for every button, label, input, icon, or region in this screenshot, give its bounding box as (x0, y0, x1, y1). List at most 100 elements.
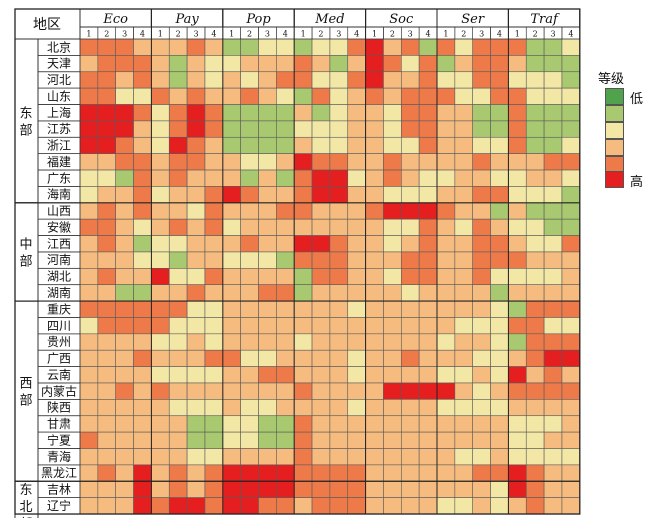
heat-cell (436, 317, 456, 335)
heat-cell (276, 448, 295, 466)
heat-cell (311, 87, 331, 105)
heat-cell (311, 415, 331, 433)
heat-cell (383, 235, 402, 253)
heat-cell (436, 497, 456, 515)
heat-cell (133, 120, 152, 138)
heat-cell (365, 366, 384, 384)
heat-cell (329, 153, 349, 171)
heat-cell (525, 218, 545, 236)
corner-label: 地区 (33, 17, 61, 33)
heat-cell (400, 317, 420, 335)
heat-cell (472, 268, 491, 286)
heat-cell (472, 349, 491, 367)
heat-cell (276, 399, 295, 417)
heat-cell (240, 333, 259, 351)
heat-cell (258, 497, 277, 515)
heat-cell (133, 480, 152, 498)
heat-cell (258, 349, 277, 367)
heat-cell (329, 104, 349, 122)
heat-cell (222, 235, 241, 253)
heat-cell (151, 349, 170, 367)
heat-cell (347, 38, 366, 56)
heat-cell (151, 431, 170, 449)
heat-cell (276, 431, 295, 449)
heat-cell (490, 349, 509, 367)
heat-cell (329, 464, 349, 482)
heat-cell (436, 333, 456, 351)
heat-cell (543, 448, 563, 466)
heat-cell (168, 71, 188, 89)
heat-cell (204, 349, 224, 367)
heat-cell (186, 382, 206, 400)
heat-cell (543, 349, 563, 367)
heat-cell (508, 218, 527, 236)
heat-cell (347, 333, 366, 351)
heat-cell (418, 480, 438, 498)
heat-cell (293, 415, 313, 433)
heat-cell (400, 382, 420, 400)
heat-cell (151, 366, 170, 384)
heat-cell (543, 317, 563, 335)
heat-cell (311, 153, 331, 171)
heat-cell (311, 104, 331, 122)
heat-cell (240, 71, 259, 89)
heat-cell (525, 169, 545, 187)
heat-cell (115, 153, 134, 171)
heat-cell (508, 186, 527, 204)
heat-cell (454, 235, 474, 253)
heat-cell (240, 317, 259, 335)
heat-cell (204, 186, 224, 204)
heat-cell (276, 251, 295, 269)
heat-cell (436, 120, 456, 138)
heat-cell (204, 235, 224, 253)
heat-cell (222, 120, 241, 138)
heat-cell (490, 497, 509, 515)
heat-cell (258, 333, 277, 351)
heat-cell (454, 382, 474, 400)
heat-cell (79, 120, 99, 138)
heat-cell (115, 120, 134, 138)
heat-cell (418, 87, 438, 105)
heat-cell (525, 399, 545, 417)
heat-cell (311, 71, 331, 89)
heat-cell (276, 480, 295, 498)
heat-cell (365, 251, 384, 269)
heat-cell (543, 55, 563, 73)
heat-cell (276, 218, 295, 236)
heat-cell (79, 415, 99, 433)
heat-cell (472, 497, 491, 515)
heat-cell (97, 153, 116, 171)
region-group-label: 部 (19, 254, 32, 269)
heat-cell (400, 218, 420, 236)
heat-cell (543, 71, 563, 89)
subcolumn-label: 4 (426, 30, 431, 39)
heat-cell (240, 104, 259, 122)
heat-cell (436, 186, 456, 204)
province-label: 北京 (47, 40, 71, 54)
heat-cell (490, 120, 509, 138)
heat-cell (347, 300, 366, 318)
heat-cell (204, 218, 224, 236)
heat-cell (151, 382, 170, 400)
heat-cell (347, 431, 366, 449)
heat-cell (258, 71, 277, 89)
heat-cell (97, 382, 116, 400)
subcolumn-label: 2 (390, 30, 395, 39)
heat-cell (329, 333, 349, 351)
heat-cell (525, 202, 545, 220)
heat-cell (258, 153, 277, 171)
heat-cell (293, 464, 313, 482)
heat-cell (133, 235, 152, 253)
heat-cell (347, 382, 366, 400)
heat-cell (293, 268, 313, 286)
heat-cell (472, 186, 491, 204)
heat-cell (329, 186, 349, 204)
heat-cell (240, 235, 259, 253)
heat-cell (383, 480, 402, 498)
heat-cell (276, 169, 295, 187)
heat-cell (276, 284, 295, 302)
heat-cell (97, 284, 116, 302)
heat-cell (204, 300, 224, 318)
heat-cell (347, 464, 366, 482)
heat-cell (525, 104, 545, 122)
